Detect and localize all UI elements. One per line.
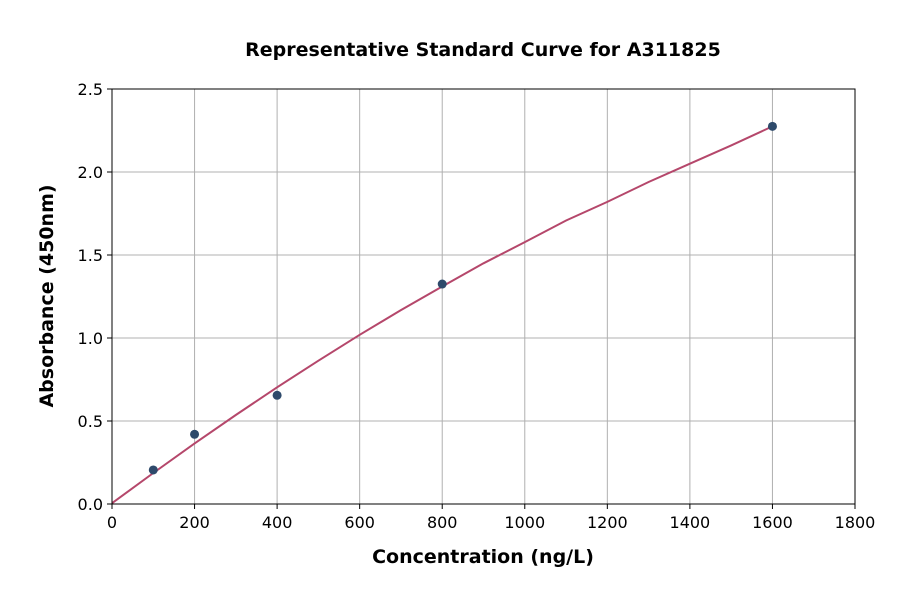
grid	[111, 88, 856, 505]
x-tick-label: 1800	[835, 513, 876, 532]
x-tick-label: 1600	[752, 513, 793, 532]
x-axis-ticks: 0 200 400 600 800 1000 1200 1400 1600 1800	[107, 504, 875, 532]
x-tick-label: 400	[262, 513, 293, 532]
y-tick-label: 2.0	[78, 163, 103, 182]
x-tick-label: 200	[179, 513, 210, 532]
y-axis-ticks: 0.0 0.5 1.0 1.5 2.0 2.5	[78, 80, 112, 514]
y-axis-label: Absorbance (450nm)	[36, 184, 58, 407]
data-point	[437, 279, 447, 289]
data-point	[148, 465, 158, 475]
data-point	[190, 429, 200, 439]
y-tick-label: 1.5	[78, 246, 103, 265]
x-tick-label: 0	[107, 513, 117, 532]
x-tick-label: 1200	[587, 513, 628, 532]
y-tick-label: 1.0	[78, 329, 103, 348]
x-tick-label: 800	[427, 513, 458, 532]
data-point	[767, 121, 777, 131]
x-tick-label: 1000	[504, 513, 545, 532]
y-tick-label: 0.5	[78, 412, 103, 431]
data-points	[148, 121, 777, 475]
x-axis-label: Concentration (ng/L)	[372, 546, 594, 568]
x-tick-label: 1400	[670, 513, 711, 532]
y-tick-label: 0.0	[78, 495, 103, 514]
y-tick-label: 2.5	[78, 80, 103, 99]
chart-title: Representative Standard Curve for A31182…	[245, 39, 721, 61]
x-tick-label: 600	[344, 513, 375, 532]
data-point	[272, 390, 282, 400]
plot-frame	[111, 88, 856, 505]
